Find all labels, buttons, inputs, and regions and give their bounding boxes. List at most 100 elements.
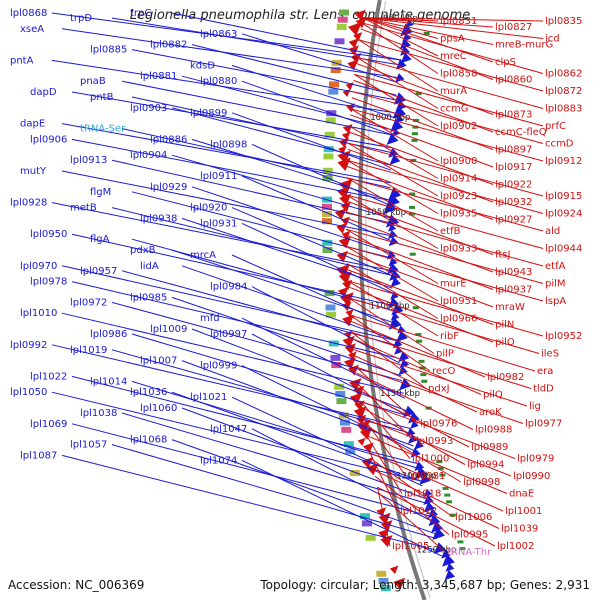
forward-gene-arrow (397, 325, 406, 334)
leader-line (171, 439, 436, 535)
forward-gene-arrow (423, 488, 432, 497)
cog-color-block (343, 441, 354, 448)
topology-summary: Topology: circular; Length: 3,345,687 bp… (260, 578, 590, 592)
cog-color-block (325, 304, 336, 311)
feature-tick (421, 379, 428, 383)
leader-line (347, 142, 439, 197)
leader-line (251, 428, 432, 522)
leader-line (61, 123, 391, 184)
leader-line (181, 265, 398, 342)
reverse-gene-arrow (344, 343, 356, 355)
gene-label-right: lpl0858 (440, 69, 477, 80)
gene-label-left: lpl0903 (130, 103, 167, 114)
cog-color-block (339, 419, 350, 426)
feature-tick (439, 473, 446, 477)
gene-label-right: lpl0998 (463, 477, 500, 488)
forward-gene-arrow (390, 119, 404, 133)
forward-gene-arrow (390, 312, 400, 321)
reverse-gene-arrow (340, 201, 351, 213)
gene-label-left: lpl0911 (200, 171, 237, 182)
gene-label-right: lig (529, 401, 541, 412)
gene-label-right: lpl0977 (525, 419, 562, 430)
leader-line (348, 142, 544, 197)
gene-label-left: lpl0929 (150, 182, 187, 193)
gene-label-right: ald (545, 226, 560, 237)
feature-tick (420, 373, 427, 377)
leader-line (378, 492, 446, 553)
reverse-gene-arrow (334, 208, 347, 220)
feature-tick (423, 31, 430, 35)
gene-label-right: lpl0872 (545, 86, 582, 97)
gene-label-right: murA (440, 86, 467, 97)
gene-label-right: lpl1000 (412, 454, 449, 465)
gene-label-left: lpl0886 (150, 134, 187, 145)
gene-label-right: lpl0943 (495, 267, 532, 278)
gene-label-right: pilP (436, 349, 454, 360)
leader-line (121, 412, 427, 504)
forward-gene-arrow (428, 508, 438, 519)
gene-label-right: lpl0883 (545, 104, 582, 115)
forward-gene-arrow (445, 562, 455, 572)
reverse-gene-arrow (389, 565, 399, 575)
feature-tick (413, 118, 419, 122)
leader-line (350, 108, 544, 162)
leader-line (111, 17, 400, 66)
gene-label-right: lpl0993 (416, 436, 453, 447)
reverse-gene-arrow (349, 392, 363, 406)
leader-line (350, 114, 494, 168)
gene-label-right: lpl0924 (545, 209, 582, 220)
gene-label-right: lpl0835 (545, 16, 582, 27)
gene-label-left: lpl0986 (90, 329, 127, 340)
gene-label-right: prfC (545, 121, 566, 132)
gene-label-right: lpl0862 (545, 69, 582, 80)
reverse-gene-arrow (341, 230, 351, 240)
gene-label-right: lpl0914 (440, 174, 477, 185)
feature-tick (409, 212, 415, 216)
gene-label-left: lpl0950 (30, 229, 67, 240)
feature-tick (409, 205, 415, 209)
leader-line (369, 452, 399, 512)
leader-line (356, 372, 474, 430)
gene-label-right: lpl1005 (392, 541, 429, 552)
leader-line (346, 177, 544, 232)
gene-label-left: lpl1050 (10, 387, 47, 398)
gene-label-left: lpl0906 (30, 134, 67, 145)
leader-line (358, 39, 439, 92)
cog-color-block (336, 398, 347, 405)
leader-line (61, 28, 399, 79)
gene-label-right: lpl0937 (495, 285, 532, 296)
leader-line (51, 344, 411, 429)
gene-label-right: lpl0912 (545, 156, 582, 167)
forward-gene-arrow (395, 58, 407, 70)
reverse-gene-arrow (343, 357, 356, 370)
leader-line (352, 337, 482, 395)
forward-gene-arrow (399, 38, 411, 50)
reverse-gene-arrow (342, 335, 355, 348)
gene-label-right: pdxJ (428, 384, 450, 395)
gene-label-right: lpl0860 (495, 75, 532, 86)
accession-label: Accession: NC_006369 (8, 578, 145, 592)
leader-line (241, 80, 393, 136)
cog-color-block (326, 311, 337, 318)
leader-line (362, 17, 494, 45)
reverse-gene-arrow (362, 442, 374, 454)
scale-label: 1200 kbp (396, 471, 436, 481)
forward-gene-arrow (408, 411, 420, 424)
gene-label-right: lpl0927 (495, 215, 532, 226)
forward-gene-arrow (387, 229, 398, 240)
leader-line (51, 202, 392, 272)
feature-tick (444, 493, 451, 497)
reverse-gene-arrow (338, 271, 352, 285)
forward-gene-arrow (414, 461, 425, 471)
gene-label-left: lpl0992 (10, 340, 47, 351)
gene-label-right: ribF (440, 331, 459, 342)
feature-tick (459, 547, 466, 551)
gene-label-left: lpl1036 (130, 387, 167, 398)
gene-label-left: xseA (20, 24, 44, 35)
reverse-gene-arrow (353, 406, 367, 420)
gene-label-right: murE (440, 279, 467, 290)
leader-line (345, 228, 439, 284)
reverse-gene-arrow (348, 22, 362, 36)
leader-line (51, 391, 422, 482)
gene-label-left: lpl0880 (200, 76, 237, 87)
